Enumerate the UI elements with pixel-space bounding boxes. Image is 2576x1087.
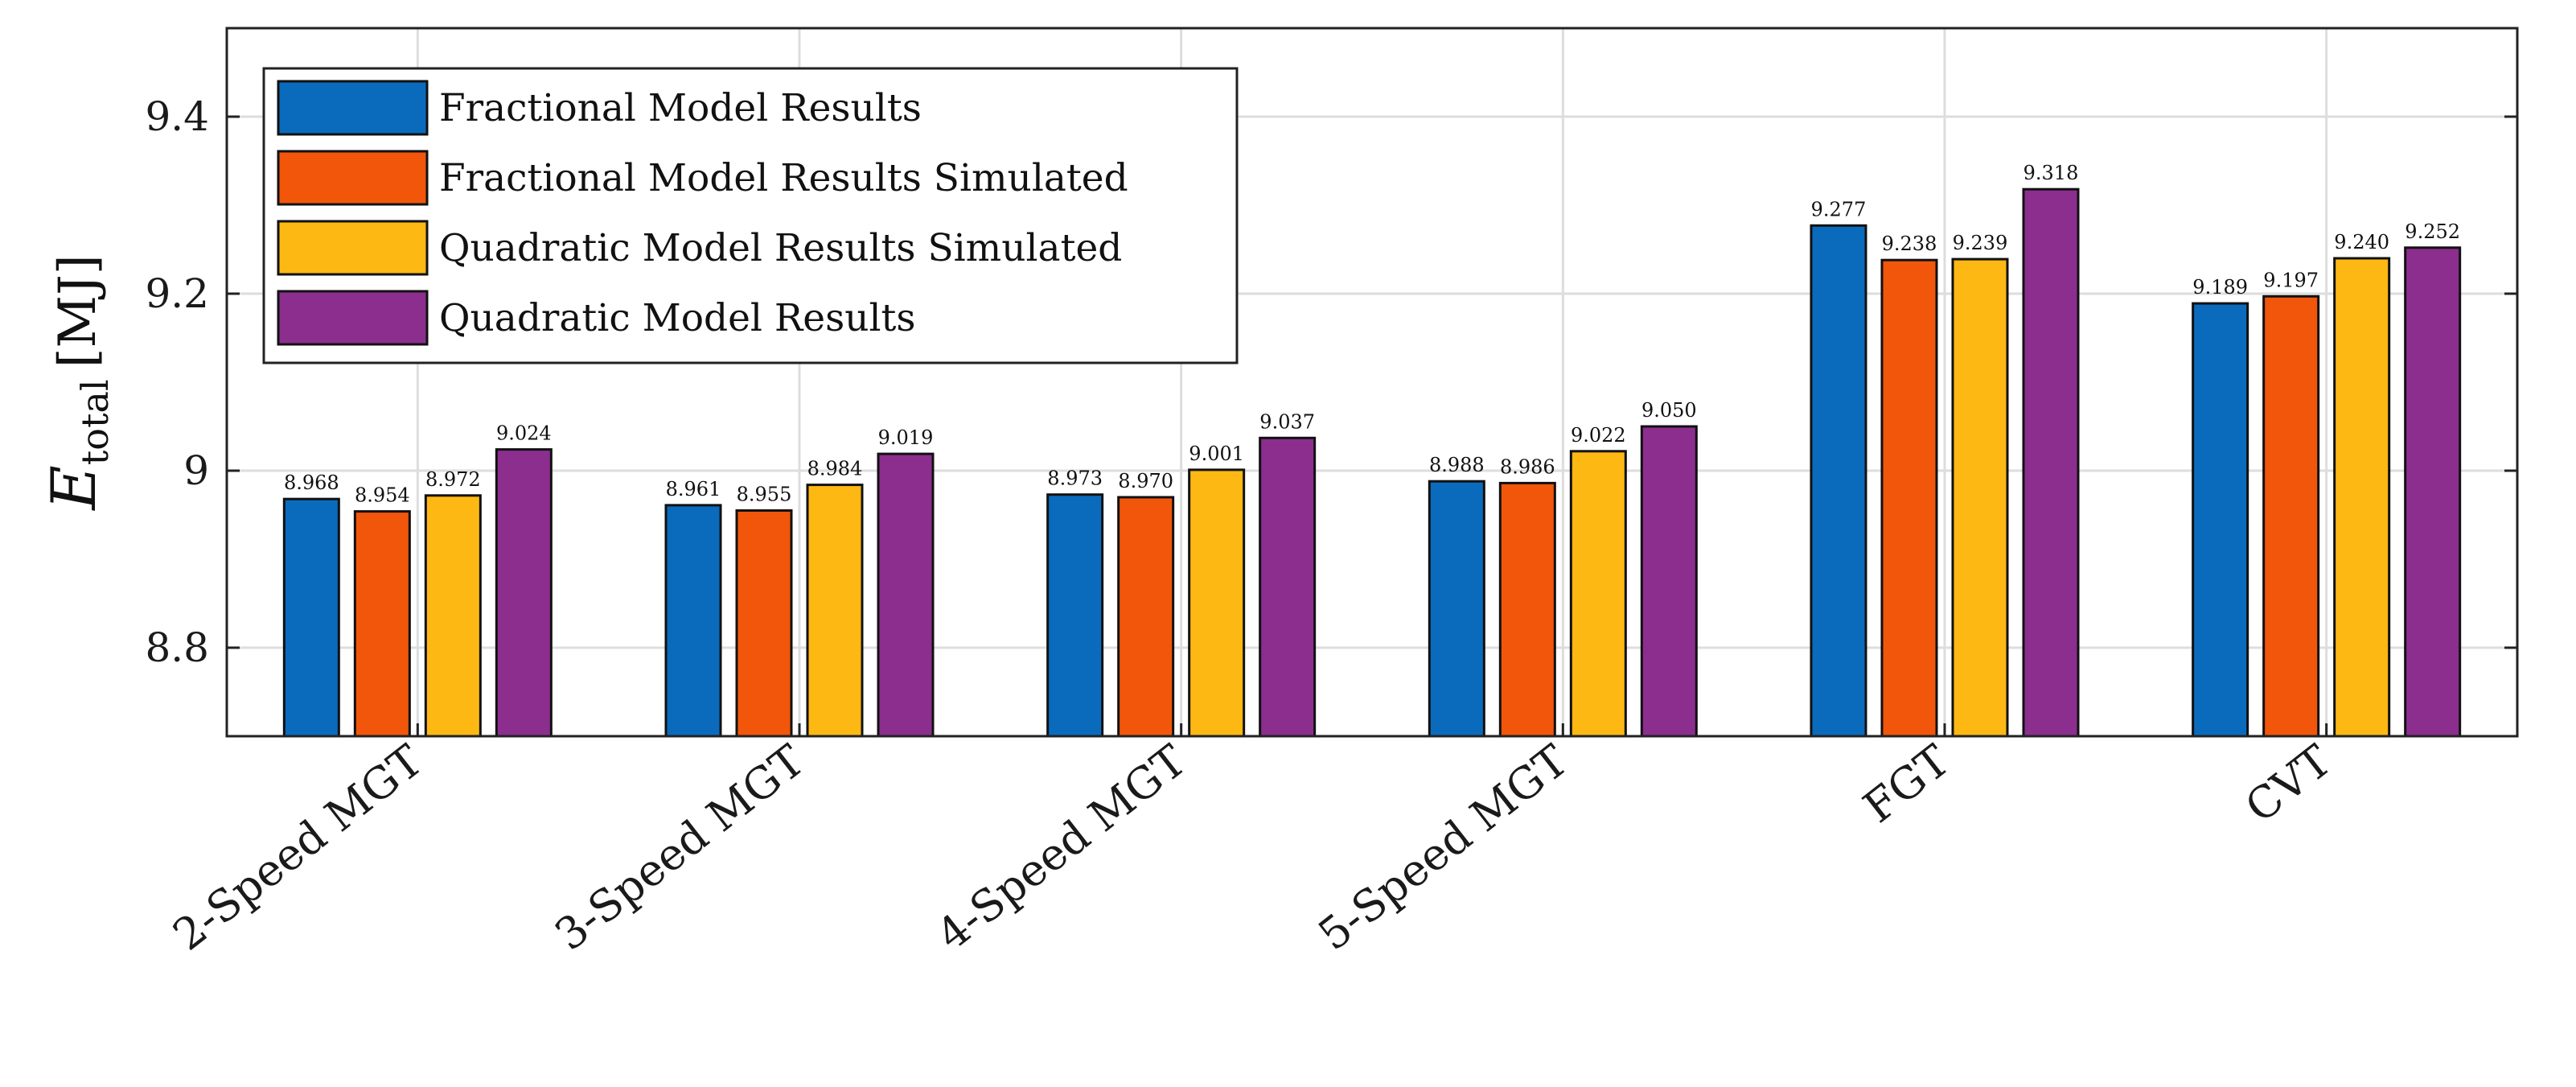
bar <box>353 510 411 738</box>
bar <box>1498 481 1556 738</box>
bar <box>1569 450 1627 738</box>
legend-label: Quadratic Model Results <box>439 296 916 340</box>
y-axis-subscript: total <box>73 379 117 465</box>
legend-swatch <box>277 220 429 276</box>
legend-label: Fractional Model Results Simulated <box>439 156 1128 200</box>
legend-label: Fractional Model Results <box>439 86 922 130</box>
data-label: 9.277 <box>1811 198 1867 220</box>
legend-swatch <box>277 290 429 346</box>
data-label: 9.022 <box>1571 424 1626 447</box>
data-label: 8.973 <box>1047 467 1103 490</box>
legend-label: Quadratic Model Results Simulated <box>439 226 1122 270</box>
y-axis-label: Etotal [MJ] <box>38 254 117 511</box>
bar <box>1880 258 1938 738</box>
data-label: 9.239 <box>1953 232 2008 254</box>
x-tick-label: 5-Speed MGT <box>1309 735 1578 961</box>
data-label: 8.955 <box>737 484 792 506</box>
bar <box>2404 246 2462 738</box>
bar <box>1046 493 1104 738</box>
bar <box>1951 257 2009 738</box>
axes-box <box>225 27 2519 738</box>
bar <box>495 448 553 738</box>
legend-swatch <box>277 80 429 136</box>
y-axis-unit: [MJ] <box>48 254 108 368</box>
y-tick-label: 9.2 <box>145 270 209 317</box>
legend-swatch <box>277 150 429 206</box>
bar <box>1640 425 1698 738</box>
data-label: 8.988 <box>1429 454 1485 476</box>
bar <box>2192 302 2249 738</box>
bar <box>2262 294 2320 738</box>
data-label: 8.984 <box>807 458 863 480</box>
bar <box>664 504 722 738</box>
data-label: 8.954 <box>355 484 410 507</box>
x-tick-label: 4-Speed MGT <box>927 735 1196 961</box>
data-label: 9.019 <box>878 426 934 449</box>
x-tick-label: FGT <box>1854 735 1959 833</box>
x-tick-label: 3-Speed MGT <box>545 735 814 961</box>
data-label: 9.197 <box>2263 269 2319 291</box>
legend: Fractional Model Results Fractional Model… <box>262 67 1239 364</box>
data-label: 9.240 <box>2334 231 2389 253</box>
data-label: 8.970 <box>1118 470 1173 492</box>
bar <box>1259 436 1317 738</box>
data-label: 9.024 <box>496 422 552 445</box>
data-labels: 8.968 8.961 8.973 8.988 9.277 9.189 8.954 8.955… <box>284 162 2460 506</box>
bar <box>1428 480 1485 738</box>
bar <box>424 494 482 738</box>
data-label: 8.961 <box>666 478 721 500</box>
y-tick-label: 9 <box>183 447 209 494</box>
bar <box>735 509 793 738</box>
bar <box>282 497 340 738</box>
x-tick-label: 2-Speed MGT <box>164 735 433 961</box>
data-label: 8.968 <box>284 471 339 494</box>
data-label: 9.238 <box>1882 233 1937 255</box>
data-label: 9.318 <box>2023 162 2079 184</box>
data-label: 9.037 <box>1259 410 1315 433</box>
y-axis-symbol: E <box>38 465 109 511</box>
bar <box>877 452 935 738</box>
bar <box>2022 187 2080 738</box>
y-axis-label-text: Etotal [MJ] <box>38 254 117 511</box>
bar <box>1188 468 1246 738</box>
bar <box>2333 257 2391 738</box>
data-label: 8.972 <box>425 468 481 491</box>
data-label: 9.050 <box>1641 399 1697 422</box>
bar <box>1810 224 1867 738</box>
y-tick-label: 9.4 <box>145 93 209 140</box>
x-tick-label: CVT <box>2236 735 2340 833</box>
data-label: 9.189 <box>2192 276 2248 299</box>
data-label: 9.001 <box>1189 443 1244 465</box>
y-tick-label: 8.8 <box>145 624 209 671</box>
data-label: 8.986 <box>1500 455 1555 478</box>
bar <box>806 484 864 738</box>
bar <box>1117 496 1175 738</box>
data-label: 9.252 <box>2405 220 2460 243</box>
